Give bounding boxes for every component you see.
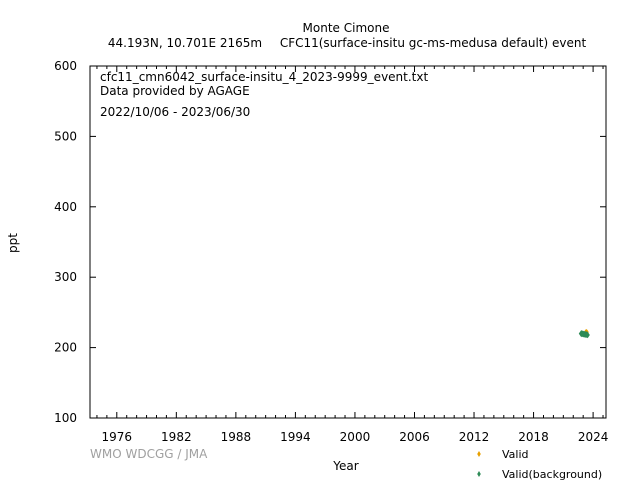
legend-marker	[477, 451, 481, 457]
y-tick-label: 300	[54, 270, 77, 284]
credit-text: WMO WDCGG / JMA	[90, 447, 208, 461]
legend-label: Valid(background)	[502, 468, 602, 480]
y-tick-label: 500	[54, 129, 77, 143]
x-tick-label: 1982	[161, 430, 192, 444]
plot-frame	[89, 65, 607, 419]
dataset-title: CFC11(surface-insitu gc-ms-medusa defaul…	[280, 36, 587, 50]
data-point	[585, 331, 590, 339]
data-points	[578, 328, 590, 339]
info-period: 2022/10/06 - 2023/06/30	[100, 105, 250, 119]
y-tick-label: 100	[54, 411, 77, 425]
x-axis-label: Year	[332, 459, 358, 473]
y-tick-label: 200	[54, 341, 77, 355]
x-tick-label: 2012	[459, 430, 490, 444]
x-tick-label: 1988	[221, 430, 252, 444]
y-axis: 100 200 300 400 500 600	[54, 59, 606, 425]
x-tick-label: 2000	[340, 430, 371, 444]
legend: Valid Valid(background)	[477, 448, 602, 480]
station-title: Monte Cimone	[303, 21, 390, 35]
y-axis-label: ppt	[6, 233, 20, 253]
y-tick-label: 400	[54, 200, 77, 214]
x-axis: 1976 1982 1988 1994 2000 2006 2012 2018 2024	[96, 66, 609, 444]
x-tick-label: 2024	[578, 430, 609, 444]
x-tick-label: 1994	[280, 430, 311, 444]
x-tick-label: 2018	[518, 430, 549, 444]
info-provider: Data provided by AGAGE	[100, 84, 250, 98]
y-tick-label: 600	[54, 59, 77, 73]
location-text: 44.193N, 10.701E 2165m	[108, 36, 262, 50]
legend-label: Valid	[502, 448, 529, 461]
x-tick-label: 2006	[399, 430, 430, 444]
x-tick-label: 1976	[102, 430, 133, 444]
info-filename: cfc11_cmn6042_surface-insitu_4_2023-9999…	[100, 70, 428, 84]
legend-marker	[477, 471, 481, 477]
